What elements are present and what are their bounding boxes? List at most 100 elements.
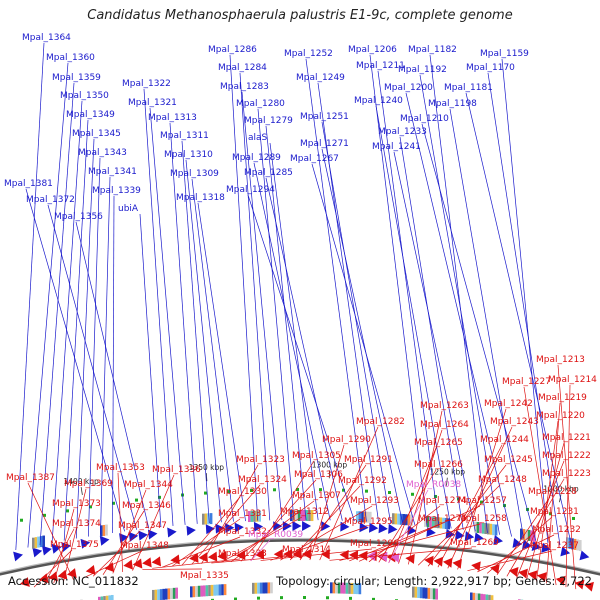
functional-category-block [167,588,171,600]
functional-category-block [477,593,481,600]
plus-strand-gene [302,520,312,531]
plus-strand-label: Mpal_1311 [160,131,210,524]
functional-category-block [527,529,531,541]
minus-strand-label: Mpal_1307 [230,491,341,563]
plus-strand-label: Mpal_1313 [148,113,198,524]
minus-strand-gene [198,552,208,563]
gene-label: Mpal_1206 [348,45,397,55]
plus-strand-label: Mpal_1360 [27,53,95,548]
functional-category-block [576,539,579,551]
gene-label: Mpal_1346 [122,501,171,511]
functional-category-block [475,593,478,600]
gene-label: Mpal_1269 [450,538,499,548]
functional-category-block [356,511,359,523]
cog-marker [349,596,352,600]
label-leader-line [143,88,174,526]
minus-strand-label: Mpal_1242 [457,399,533,570]
plus-strand-label: ubiA [118,204,162,528]
gene-label: Mpal_1240 [354,96,403,106]
plus-strand-label: Mpal_1283 [220,82,283,521]
gene-label: Mpal_1222 [542,451,591,461]
functional-category-block [424,515,427,527]
gene-label: Mpal_1214 [548,375,597,385]
functional-category-block [262,582,265,594]
gene-label: Mpal_1223 [542,469,591,479]
gene-label: Mpal_1373 [52,499,101,509]
plus-strand-label: Mpal_1289 [232,153,331,521]
functional-category-block [98,596,101,600]
plus-strand-label: Mpal_1198 [428,99,525,539]
functional-category-block [392,513,395,525]
minus-strand-gene [489,564,500,574]
functional-category-block [426,516,430,528]
functional-category-block [254,582,258,594]
gene-label: Mpal_1321 [128,98,177,108]
gene-label: Mpal_1333 [218,549,267,559]
gene-label: Mpal_1307 [292,491,341,501]
gene-label: Mpal_1252 [284,49,333,59]
gene-label: Mpal_1244 [480,435,529,445]
functional-category-block [422,587,425,599]
functional-category-block [300,510,303,522]
minus-strand-gene [471,561,481,572]
minus-strand-label: Mpal_1258 [339,514,507,561]
label-leader-line [477,534,555,573]
minus-strand-label: Mpal_1348 [83,541,169,579]
plus-strand-label: Mpal_1343 [78,148,127,537]
functional-category-block [489,523,493,535]
functional-category-block [525,529,528,541]
gene-label: Mpal_R0038 [406,480,461,490]
label-leader-line [47,204,138,530]
gene-label: Mpal_1295 [344,517,393,527]
functional-category-block [303,510,306,522]
functional-category-block [103,596,106,600]
gene-label: Mpal_1241 [372,142,421,152]
functional-category-block [431,516,435,528]
functional-category-block [175,587,178,599]
functional-category-block [218,584,222,596]
functional-category-block [165,588,168,600]
functional-category-block [402,514,405,526]
functional-category-block [100,525,103,537]
functional-category-block [257,582,260,594]
label-leader-line [152,558,241,569]
plus-strand-gene [32,547,43,558]
minus-strand-label: Mpal_1227 [502,377,557,586]
cog-marker [365,489,368,493]
label-leader-line [75,221,150,529]
label-leader-line [421,123,537,541]
functional-category-block [221,584,224,596]
plus-strand-label: Mpal_1182 [408,45,488,534]
label-leader-line [349,523,441,562]
functional-category-block [442,517,445,529]
cog-marker [303,596,306,600]
minus-strand-label: Mpal_1295 [270,517,393,561]
functional-category-block [447,518,450,530]
label-leader-line [339,523,481,561]
gene-label: Mpal_1343 [78,148,127,158]
cog-marker [296,488,299,492]
functional-category-block [200,585,203,597]
minus-strand-label: Mpal_1244 [437,435,529,568]
minus-strand-label: Mpal_1223 [506,469,591,577]
gene-label: Mpal_1305 [292,451,341,461]
gene-label: Mpal_1350 [60,91,109,101]
plus-strand-label: Mpal_1233 [378,127,464,530]
label-leader-line [299,464,367,561]
functional-category-block [481,522,485,534]
functional-category-block [330,582,333,594]
minus-strand-label: Mpal_1243 [447,417,539,569]
plus-strand-label: Mpal_1339 [92,186,141,533]
gene-label: Mpal_1227 [502,377,551,387]
functional-category-block [472,592,476,600]
functional-category-block [419,587,423,599]
cog-marker [280,596,283,600]
functional-category-block [162,588,165,600]
gene-label: Mpal_1309 [170,169,219,179]
label-leader-line [112,489,147,574]
label-leader-line [53,508,75,584]
gene-label: Mpal_1345 [72,129,121,139]
gene-label: Mpal_1313 [148,113,197,123]
functional-category-block [267,582,271,594]
minus-strand-label: Mpal_1347 [92,521,167,577]
